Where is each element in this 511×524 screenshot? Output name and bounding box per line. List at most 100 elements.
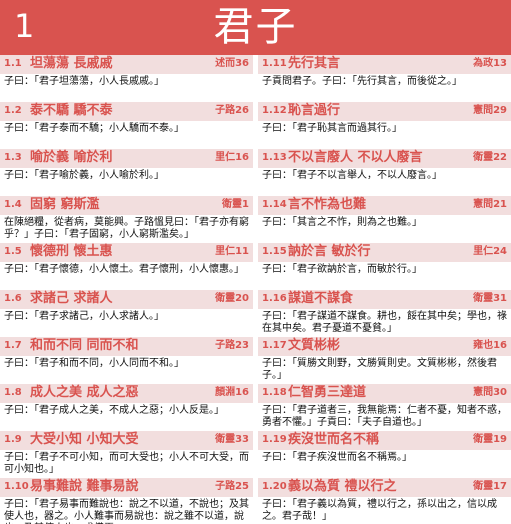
entry-number: 1.6 — [4, 293, 22, 304]
entry-reference: 述而36 — [215, 58, 249, 69]
entry-phrase: 言不怍為也難 — [288, 197, 367, 212]
entry-card: 1.8 成人之美 成人之惡 顏淵16 子曰：「君子成人之美，不成人之惡；小人反是。」 — [0, 384, 253, 430]
entry-reference: 里仁24 — [473, 246, 507, 257]
entry-header: 1.6 求諸己 求諸人 衛靈20 — [0, 290, 253, 309]
entry-reference: 為政13 — [473, 58, 507, 69]
entry-number: 1.7 — [4, 340, 22, 351]
entry-quote: 子曰：「君子道者三，我無能焉：仁者不憂，知者不惑，勇者不懼。」子貢曰：「夫子自道… — [262, 405, 507, 428]
entry-card: 1.10 易事難說 難事易說 子路25 子曰：「君子易事而難說也：說之不以道，不說也；… — [0, 478, 253, 524]
entry-card: 1.15 訥於言 敏於行 里仁24 子曰：「君子欲訥於言，而敏於行。」 — [258, 243, 511, 289]
chapter-title: 君子 — [213, 4, 298, 50]
entry-quote: 子曰：「君子泰而不驕；小人驕而不泰。」 — [4, 123, 184, 134]
entry-reference: 衛靈20 — [215, 293, 249, 304]
entry-header: 1.3 喻於義 喻於利 里仁16 — [0, 149, 253, 168]
entry-reference: 衛靈31 — [473, 293, 507, 304]
entry-phrase: 固窮 窮斯濫 — [30, 197, 100, 212]
entry-reference: 子路26 — [215, 105, 249, 116]
entry-card: 1.19 疾沒世而名不稱 衛靈19 子曰：「君子疾沒世而名不稱焉。」 — [258, 431, 511, 477]
entry-quote: 子曰：「君子喻於義，小人喻於利。」 — [4, 170, 164, 181]
entry-phrase: 恥言過行 — [288, 103, 341, 118]
entry-phrase: 疾沒世而名不稱 — [288, 432, 380, 447]
entry-card: 1.5 懷德刑 懷土惠 里仁11 子曰：「君子懷德，小人懷土。君子懷刑，小人懷惠。」 — [0, 243, 253, 289]
entry-quote: 子曰：「其言之不怍，則為之也難。」 — [262, 217, 422, 228]
entry-quote: 子曰：「君子恥其言而過其行。」 — [262, 123, 402, 134]
entry-phrase: 懷德刑 懷土惠 — [30, 244, 113, 259]
entry-phrase: 文質彬彬 — [288, 338, 341, 353]
entry-phrase: 和而不同 同而不和 — [30, 338, 139, 353]
entry-quote: 子曰：「君子義以為質，禮以行之，孫以出之，信以成之。君子哉！」 — [262, 499, 497, 522]
entry-header: 1.5 懷德刑 懷土惠 里仁11 — [0, 243, 253, 262]
entry-number: 1.13 — [262, 152, 287, 163]
entry-card: 1.13 不以言廢人 不以人廢言 衛靈22 子曰：「君子不以言舉人，不以人廢言。」 — [258, 149, 511, 195]
entry-number: 1.4 — [4, 199, 22, 210]
entry-header: 1.10 易事難說 難事易說 子路25 — [0, 478, 253, 497]
entry-header: 1.17 文質彬彬 雍也16 — [258, 337, 511, 356]
entry-number: 1.11 — [262, 58, 287, 69]
entry-quote: 子曰：「君子不可小知，而可大受也；小人不可大受，而可小知也。」 — [4, 452, 249, 475]
entry-reference: 衛靈1 — [222, 199, 249, 210]
entry-reference: 衛靈17 — [473, 481, 507, 492]
entry-header: 1.13 不以言廢人 不以人廢言 衛靈22 — [258, 149, 511, 168]
entry-header: 1.14 言不怍為也難 憲問21 — [258, 196, 511, 215]
entry-reference: 憲問29 — [473, 105, 507, 116]
entry-number: 1.20 — [262, 481, 287, 492]
entry-header: 1.11 先行其言 為政13 — [258, 55, 511, 74]
entry-quote: 子曰：「君子欲訥於言，而敏於行。」 — [262, 264, 422, 275]
entry-number: 1.19 — [262, 434, 287, 445]
entry-number: 1.12 — [262, 105, 287, 116]
entry-phrase: 易事難說 難事易說 — [30, 479, 139, 494]
entry-reference: 子路25 — [215, 481, 249, 492]
entry-phrase: 求諸己 求諸人 — [30, 291, 113, 306]
entry-quote: 子曰：「君子不以言舉人，不以人廢言。」 — [262, 170, 442, 181]
entry-number: 1.16 — [262, 293, 287, 304]
entry-card: 1.20 義以為質 禮以行之 衛靈17 子曰：「君子義以為質，禮以行之，孫以出之，信以… — [258, 478, 511, 524]
entry-card: 1.14 言不怍為也難 憲問21 子曰：「其言之不怍，則為之也難。」 — [258, 196, 511, 242]
entry-quote: 子曰：「君子和而不同，小人同而不和。」 — [4, 358, 184, 369]
entry-header: 1.19 疾沒世而名不稱 衛靈19 — [258, 431, 511, 450]
chapter-header: 1 君子 — [0, 0, 511, 55]
entry-header: 1.15 訥於言 敏於行 里仁24 — [258, 243, 511, 262]
entry-card: 1.1 坦蕩蕩 長戚戚 述而36 子曰：「君子坦蕩蕩，小人長戚戚。」 — [0, 55, 253, 101]
entry-card: 1.17 文質彬彬 雍也16 子曰：「質勝文則野，文勝質則史。文質彬彬，然後君子。」 — [258, 337, 511, 383]
entry-reference: 里仁11 — [215, 246, 249, 257]
entry-card: 1.7 和而不同 同而不和 子路23 子曰：「君子和而不同，小人同而不和。」 — [0, 337, 253, 383]
entry-header: 1.4 固窮 窮斯濫 衛靈1 — [0, 196, 253, 215]
entry-phrase: 義以為質 禮以行之 — [288, 479, 397, 494]
entry-phrase: 先行其言 — [288, 56, 341, 71]
entry-quote: 子曰：「君子謀道不謀食。耕也，餒在其中矣；學也，祿在其中矣。君子憂道不憂貧。」 — [262, 311, 507, 334]
entry-header: 1.18 仁智勇三達道 憲問30 — [258, 384, 511, 403]
entry-reference: 雍也16 — [473, 340, 507, 351]
entry-card: 1.3 喻於義 喻於利 里仁16 子曰：「君子喻於義，小人喻於利。」 — [0, 149, 253, 195]
entry-phrase: 不以言廢人 不以人廢言 — [288, 150, 423, 165]
entry-number: 1.14 — [262, 199, 287, 210]
entry-quote: 子曰：「君子懷德，小人懷土。君子懷刑，小人懷惠。」 — [4, 264, 244, 275]
entry-phrase: 仁智勇三達道 — [288, 385, 367, 400]
entry-number: 1.5 — [4, 246, 22, 257]
entry-number: 1.3 — [4, 152, 22, 163]
entry-card: 1.16 謀道不謀食 衛靈31 子曰：「君子謀道不謀食。耕也，餒在其中矣；學也，祿在其… — [258, 290, 511, 336]
entry-card: 1.2 泰不驕 驕不泰 子路26 子曰：「君子泰而不驕；小人驕而不泰。」 — [0, 102, 253, 148]
entry-quote: 子曰：「質勝文則野，文勝質則史。文質彬彬，然後君子。」 — [262, 358, 497, 381]
entry-phrase: 成人之美 成人之惡 — [30, 385, 139, 400]
entry-phrase: 大受小知 小知大受 — [30, 432, 139, 447]
entry-header: 1.16 謀道不謀食 衛靈31 — [258, 290, 511, 309]
entry-phrase: 泰不驕 驕不泰 — [30, 103, 113, 118]
entry-number: 1.18 — [262, 387, 287, 398]
entry-header: 1.12 恥言過行 憲問29 — [258, 102, 511, 121]
entry-card: 1.4 固窮 窮斯濫 衛靈1 在陳絕糧，從者病，莫能興。子路慍見曰：「君子亦有窮乎？」… — [0, 196, 253, 242]
entry-grid: 1.1 坦蕩蕩 長戚戚 述而36 子曰：「君子坦蕩蕩，小人長戚戚。」 1.11 先行其言 為… — [0, 55, 511, 524]
entry-header: 1.8 成人之美 成人之惡 顏淵16 — [0, 384, 253, 403]
entry-card: 1.9 大受小知 小知大受 衛靈33 子曰：「君子不可小知，而可大受也；小人不可大受，… — [0, 431, 253, 477]
entry-header: 1.9 大受小知 小知大受 衛靈33 — [0, 431, 253, 450]
entry-header: 1.2 泰不驕 驕不泰 子路26 — [0, 102, 253, 121]
entry-phrase: 謀道不謀食 — [288, 291, 354, 306]
entry-card: 1.6 求諸己 求諸人 衛靈20 子曰：「君子求諸己，小人求諸人。」 — [0, 290, 253, 336]
entry-reference: 憲問21 — [473, 199, 507, 210]
entry-number: 1.10 — [4, 481, 29, 492]
entry-quote: 子曰：「君子易事而難說也：說之不以道，不說也；及其使人也，器之。小人難事而易說也… — [4, 499, 249, 524]
entry-number: 1.1 — [4, 58, 22, 69]
entry-quote: 子曰：「君子疾沒世而名不稱焉。」 — [262, 452, 412, 463]
entry-quote: 子曰：「君子成人之美，不成人之惡；小人反是。」 — [4, 405, 224, 416]
entry-header: 1.1 坦蕩蕩 長戚戚 述而36 — [0, 55, 253, 74]
